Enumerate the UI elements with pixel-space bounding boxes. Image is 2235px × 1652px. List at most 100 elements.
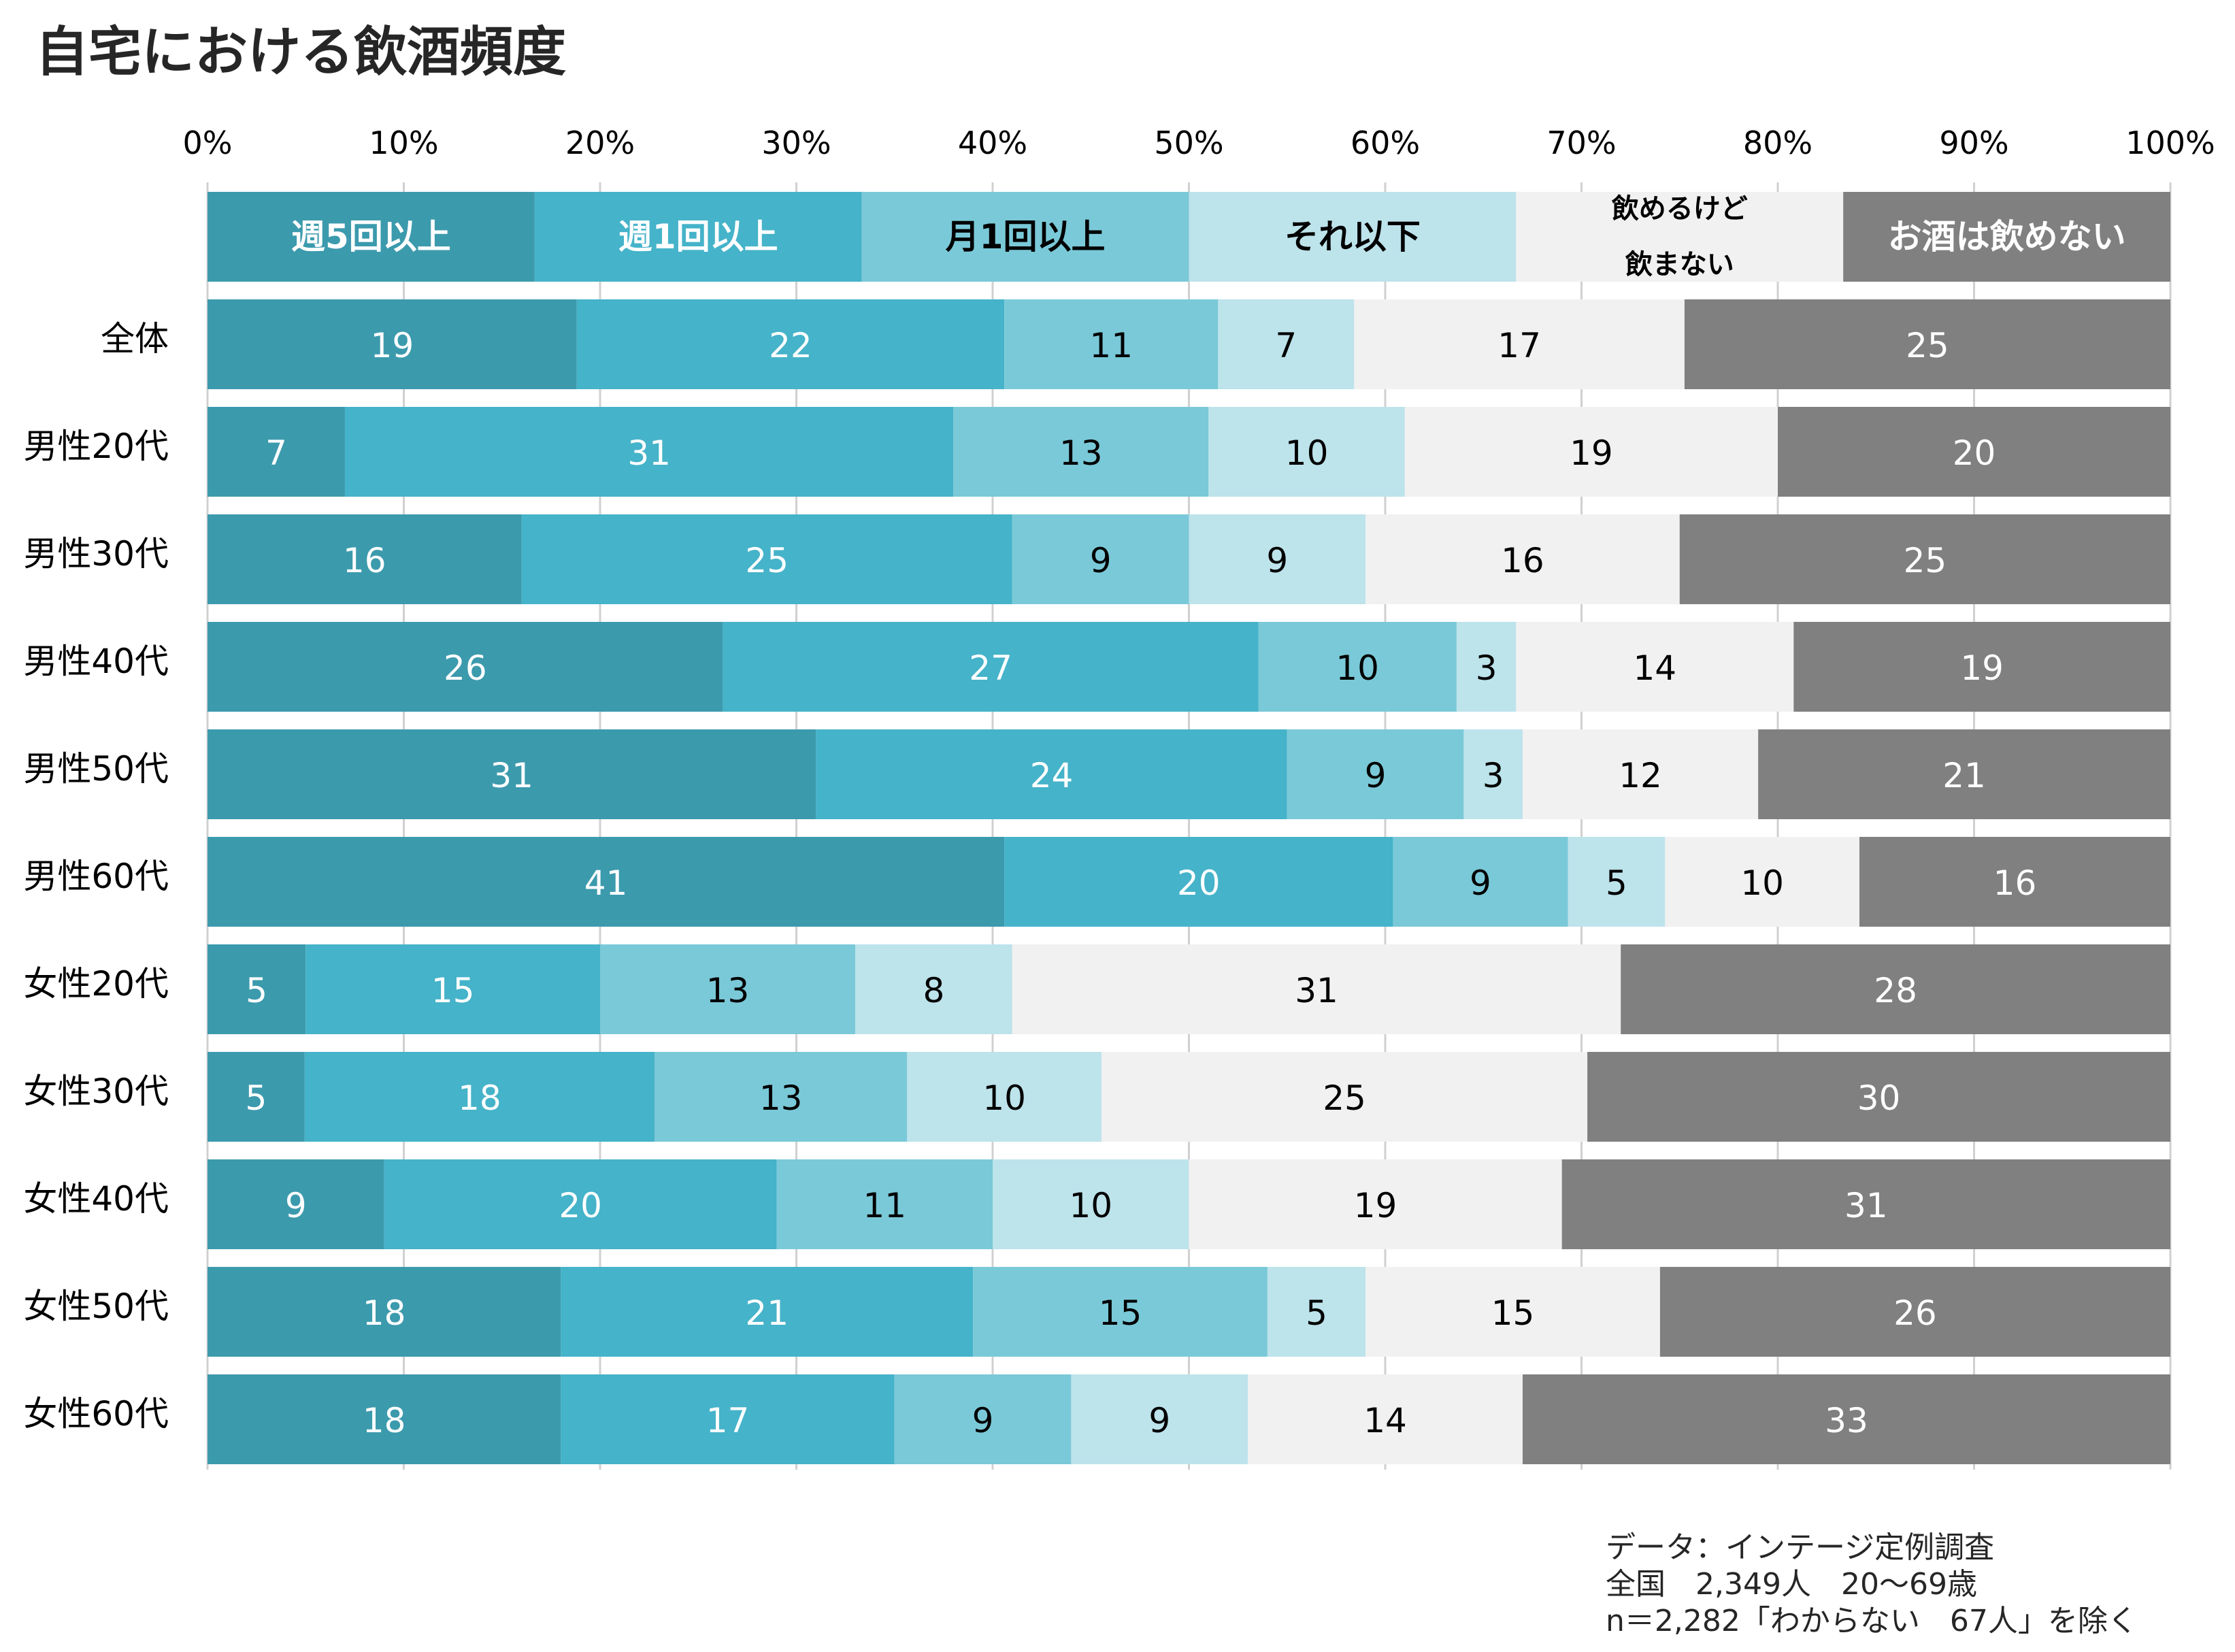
legend-label: それ以下 bbox=[1285, 217, 1421, 257]
bar-segment bbox=[1267, 1267, 1366, 1357]
data-label: 31 bbox=[1844, 1186, 1888, 1225]
data-label: 20 bbox=[1177, 863, 1221, 903]
category-label: 男性60代 bbox=[23, 857, 169, 896]
bar-segment bbox=[1393, 837, 1568, 927]
bar-segment bbox=[1621, 944, 2170, 1034]
bar-segment bbox=[1463, 729, 1523, 819]
data-label: 19 bbox=[1960, 648, 2004, 688]
x-tick-label: 40% bbox=[958, 125, 1027, 161]
data-label: 5 bbox=[246, 1078, 267, 1118]
bar-segment bbox=[304, 1052, 655, 1142]
bar-segment bbox=[855, 944, 1012, 1034]
data-label: 26 bbox=[444, 648, 487, 688]
legend-swatch bbox=[208, 192, 535, 282]
legend-swatch bbox=[1843, 192, 2170, 282]
data-label: 10 bbox=[1336, 648, 1379, 688]
category-label: 女性50代 bbox=[23, 1287, 169, 1326]
data-label: 10 bbox=[1285, 433, 1329, 473]
data-label: 18 bbox=[363, 1293, 406, 1333]
bar-segment bbox=[1522, 1374, 2170, 1464]
bar-segment bbox=[561, 1267, 974, 1357]
bar-segment bbox=[1248, 1374, 1523, 1464]
data-label: 30 bbox=[1857, 1078, 1901, 1118]
data-label: 22 bbox=[769, 326, 812, 365]
data-label: 25 bbox=[1906, 326, 1949, 365]
bar-segment bbox=[1659, 1267, 2170, 1357]
bar-segment bbox=[953, 407, 1209, 497]
bar-segment bbox=[208, 514, 522, 604]
data-label: 18 bbox=[458, 1078, 501, 1118]
data-label: 25 bbox=[1323, 1078, 1366, 1118]
bar-segment bbox=[1793, 622, 2170, 712]
bar-segment bbox=[1778, 407, 2170, 497]
bar-segment bbox=[1004, 837, 1393, 927]
bar-segment bbox=[1665, 837, 1859, 927]
data-label: 14 bbox=[1363, 1401, 1407, 1440]
x-tick-label: 10% bbox=[369, 125, 438, 161]
bar-segment bbox=[1522, 729, 1759, 819]
data-label: 12 bbox=[1619, 756, 1662, 795]
x-tick-label: 70% bbox=[1546, 125, 1616, 161]
data-label: 24 bbox=[1030, 756, 1074, 795]
data-label: 17 bbox=[706, 1401, 750, 1440]
bar-segment bbox=[1071, 1374, 1248, 1464]
data-label: 5 bbox=[1306, 1293, 1327, 1333]
bar-segment bbox=[1218, 299, 1355, 389]
x-tick-label: 80% bbox=[1743, 125, 1812, 161]
data-label: 16 bbox=[343, 541, 386, 580]
data-label: 5 bbox=[246, 971, 267, 1010]
stacked-bar-chart: 0% 10% 20% 30% 40% 50% 60% 70% 80% 90% 100% 週5回以上 週1… bbox=[23, 125, 2215, 1470]
x-tick-label: 60% bbox=[1351, 125, 1420, 161]
bar-segment bbox=[723, 622, 1259, 712]
data-label: 3 bbox=[1483, 756, 1504, 795]
category-label: 女性40代 bbox=[23, 1179, 169, 1219]
bar-segment bbox=[1516, 622, 1794, 712]
bar-segment bbox=[1208, 407, 1405, 497]
legend-swatch bbox=[1189, 192, 1517, 282]
bar-segment bbox=[654, 1052, 908, 1142]
footnote-line-sample: 全国 2,349人 20～69歳 bbox=[1606, 1567, 1977, 1602]
data-label: 7 bbox=[1275, 326, 1297, 365]
bar-segment bbox=[1354, 299, 1685, 389]
bar-segment bbox=[1404, 407, 1778, 497]
legend-swatch bbox=[534, 192, 862, 282]
category-label: 男性50代 bbox=[23, 749, 169, 789]
bar-segment bbox=[208, 299, 577, 389]
data-label: 19 bbox=[1354, 1186, 1397, 1225]
data-label: 26 bbox=[1893, 1293, 1937, 1333]
bar-segment bbox=[1365, 1267, 1660, 1357]
bar-segment bbox=[208, 944, 306, 1034]
data-label: 31 bbox=[490, 756, 533, 795]
data-label: 33 bbox=[1825, 1401, 1868, 1440]
data-label: 25 bbox=[1904, 541, 1947, 580]
bar-segment bbox=[208, 1374, 561, 1464]
bar-segment bbox=[1758, 729, 2170, 819]
bar-segment bbox=[576, 299, 1005, 389]
data-label: 16 bbox=[1501, 541, 1544, 580]
data-label: 13 bbox=[759, 1078, 803, 1118]
bar-segment bbox=[1004, 299, 1219, 389]
bar-segment bbox=[1287, 729, 1464, 819]
bar-segment bbox=[344, 407, 954, 497]
data-label: 21 bbox=[745, 1293, 789, 1333]
data-label: 31 bbox=[627, 433, 671, 473]
bar-segment bbox=[993, 1159, 1189, 1249]
bar-segment bbox=[1456, 622, 1517, 712]
category-label: 男性30代 bbox=[23, 534, 169, 574]
data-label: 9 bbox=[1365, 756, 1387, 795]
bar-segment bbox=[1568, 837, 1666, 927]
x-tick-label: 90% bbox=[1939, 125, 2008, 161]
bar-segment bbox=[907, 1052, 1102, 1142]
legend-swatch bbox=[861, 192, 1189, 282]
category-label: 女性20代 bbox=[23, 964, 169, 1004]
data-label: 27 bbox=[969, 648, 1012, 688]
bar-segment bbox=[1258, 622, 1457, 712]
x-tick-label: 100% bbox=[2125, 125, 2215, 161]
bar-segment bbox=[1561, 1159, 2170, 1249]
x-tick-label: 20% bbox=[565, 125, 635, 161]
bar-segment bbox=[1684, 299, 2170, 389]
data-label: 20 bbox=[559, 1186, 602, 1225]
data-label: 10 bbox=[1069, 1186, 1112, 1225]
bar-segment bbox=[1012, 944, 1621, 1034]
legend-label: お酒は飲めない bbox=[1888, 217, 2126, 257]
